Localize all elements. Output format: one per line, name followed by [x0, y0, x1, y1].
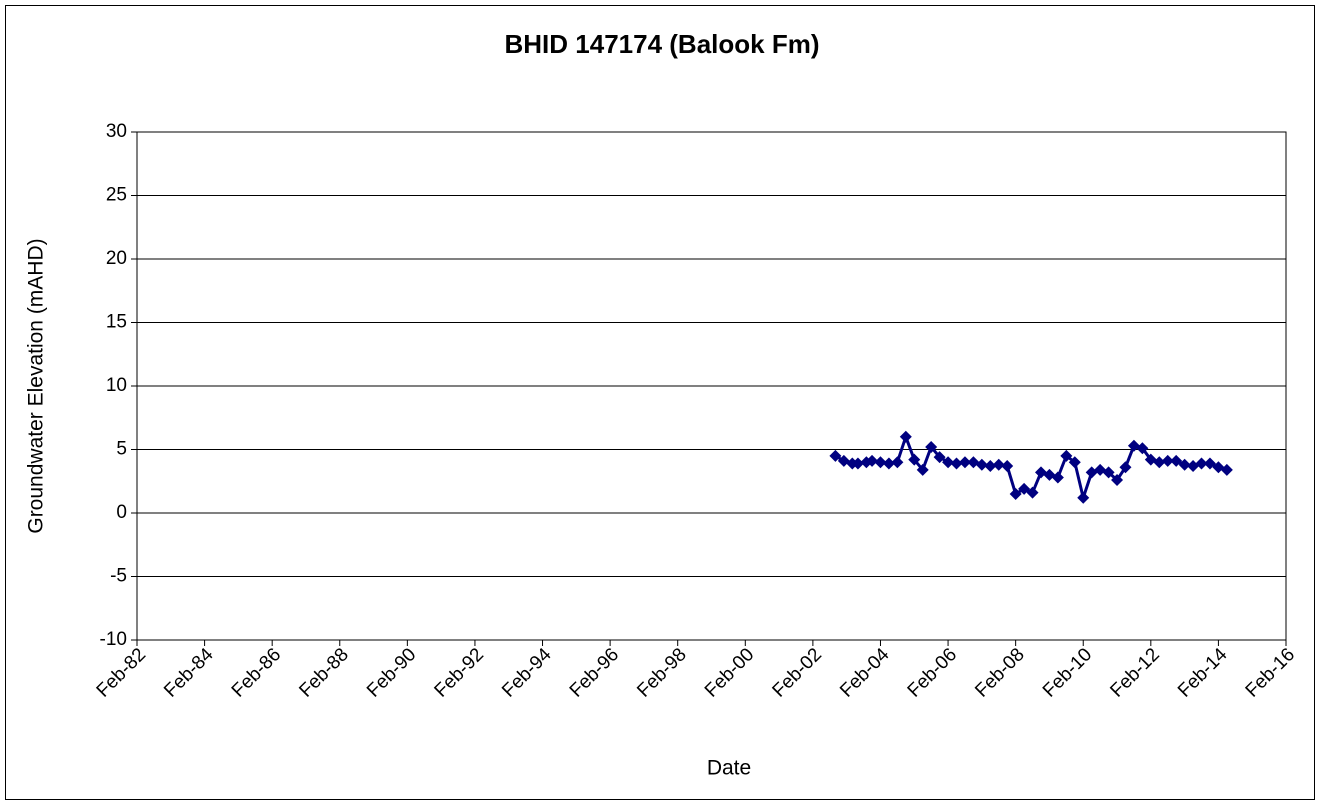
data-point	[1102, 466, 1115, 479]
y-tick-label: 0	[116, 502, 127, 523]
data-point	[891, 456, 904, 469]
data-point	[899, 430, 912, 443]
y-tick-label: 10	[106, 375, 127, 396]
y-tick-label: 30	[106, 121, 127, 142]
data-point	[1136, 442, 1149, 455]
data-point	[1203, 457, 1216, 470]
chart-title: BHID 147174 (Balook Fm)	[505, 29, 820, 59]
y-tick-label: 25	[106, 185, 127, 206]
data-point	[1077, 491, 1090, 504]
data-point	[866, 454, 879, 467]
data-point	[975, 458, 988, 471]
data-point	[925, 440, 938, 453]
data-point	[1119, 461, 1132, 474]
data-point	[916, 463, 929, 476]
y-tick-label: 5	[116, 439, 127, 460]
data-point	[874, 456, 887, 469]
data-point	[1178, 458, 1191, 471]
data-point	[984, 460, 997, 473]
y-tick-label: -5	[110, 566, 127, 587]
data-point	[1111, 473, 1124, 486]
data-point	[1220, 463, 1233, 476]
y-tick-label: -10	[100, 629, 127, 650]
data-point	[1001, 460, 1014, 473]
data-point	[958, 456, 971, 469]
data-point	[1026, 486, 1039, 499]
data-point	[851, 457, 864, 470]
data-point	[950, 457, 963, 470]
data-point	[1051, 471, 1064, 484]
data-point	[942, 456, 955, 469]
data-point	[992, 458, 1005, 471]
y-axis-label: Groundwater Elevation (mAHD)	[25, 238, 48, 533]
data-point	[908, 453, 921, 466]
x-axis-label: Date	[707, 757, 751, 780]
data-point	[829, 449, 842, 462]
data-point	[1170, 454, 1183, 467]
y-tick-label: 15	[106, 312, 127, 333]
data-point	[882, 457, 895, 470]
data-point	[1068, 456, 1081, 469]
data-point	[933, 451, 946, 464]
data-point	[1009, 487, 1022, 500]
data-point	[1018, 482, 1031, 495]
data-point	[1060, 449, 1073, 462]
data-point	[1195, 457, 1208, 470]
data-point	[1153, 456, 1166, 469]
y-tick-label: 20	[106, 248, 127, 269]
data-point	[1161, 454, 1174, 467]
